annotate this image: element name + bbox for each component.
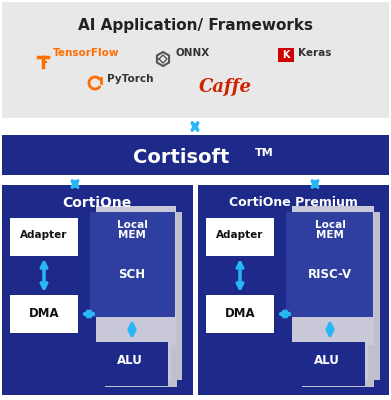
Bar [102, 212, 182, 380]
Text: CortiOne: CortiOne [63, 196, 132, 210]
Text: PyTorch: PyTorch [107, 74, 154, 84]
Bar [198, 185, 389, 395]
Bar [10, 218, 78, 256]
Bar [96, 206, 176, 374]
Bar [2, 135, 389, 175]
Text: Adapter: Adapter [216, 230, 264, 240]
Bar [105, 345, 177, 387]
Bar [93, 342, 168, 386]
Text: TM: TM [255, 148, 274, 158]
Text: ONNX: ONNX [175, 48, 209, 58]
Bar [292, 206, 374, 374]
Bar [10, 295, 78, 333]
Text: Adapter: Adapter [20, 230, 68, 240]
Text: Local
MEM: Local MEM [117, 220, 147, 240]
Text: Local
MEM: Local MEM [315, 220, 345, 240]
Text: K: K [282, 50, 290, 60]
Text: CortiOne Premium: CortiOne Premium [229, 196, 357, 209]
Bar [206, 218, 274, 256]
Text: Cortisoft: Cortisoft [133, 148, 237, 167]
Bar [90, 212, 175, 317]
Text: DMA: DMA [29, 307, 59, 320]
Text: TensorFlow: TensorFlow [53, 48, 120, 58]
Bar [99, 339, 171, 381]
Bar [286, 212, 373, 317]
Bar [2, 2, 389, 118]
Text: Keras: Keras [298, 48, 332, 58]
Bar [278, 48, 294, 62]
Bar [302, 345, 374, 387]
Bar [298, 212, 380, 380]
Text: AI Application/ Frameworks: AI Application/ Frameworks [77, 18, 312, 33]
Bar [296, 339, 368, 381]
Bar [290, 342, 365, 386]
Text: RISC-V: RISC-V [308, 268, 352, 281]
Text: Caffe: Caffe [199, 78, 251, 96]
Text: ALU: ALU [314, 354, 340, 367]
Text: DMA: DMA [225, 307, 255, 320]
Text: ALU: ALU [117, 354, 143, 367]
Bar [206, 295, 274, 333]
Text: SCH: SCH [118, 268, 145, 281]
Bar [2, 185, 193, 395]
